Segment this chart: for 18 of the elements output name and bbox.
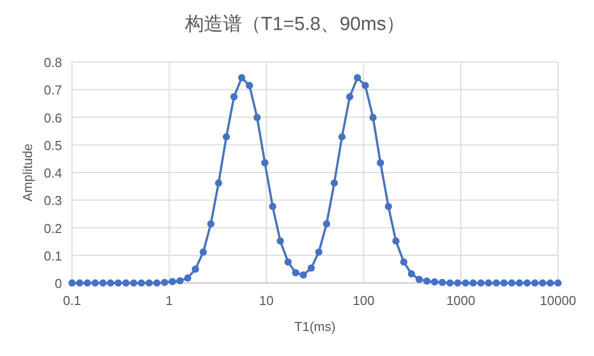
x-tick-label: 1	[166, 293, 173, 308]
y-tick-label: 0.4	[44, 166, 62, 180]
x-tick-label: 10	[259, 293, 274, 308]
chart-title: 构造谱（T1=5.8、90ms）	[184, 13, 406, 35]
x-tick-label: 10000	[540, 293, 576, 308]
y-tick-label: 0	[54, 276, 62, 291]
x-tick-label: 100	[352, 293, 374, 308]
y-tick-label: 0.8	[44, 55, 62, 70]
y-axis-title: Amplitude	[20, 144, 35, 202]
x-tick-label: 0.1	[62, 293, 82, 308]
y-tick-label: 0.7	[44, 82, 62, 98]
y-tick-label: 0.5	[44, 138, 62, 153]
x-tick-label: 1000	[446, 293, 476, 308]
y-tick-label: 0.1	[44, 248, 62, 264]
y-tick-label: 0.6	[44, 110, 62, 126]
y-tick-label: 0.3	[44, 193, 62, 208]
x-axis-title: T1(ms)	[294, 319, 336, 334]
y-tick-label: 0.2	[44, 220, 62, 236]
